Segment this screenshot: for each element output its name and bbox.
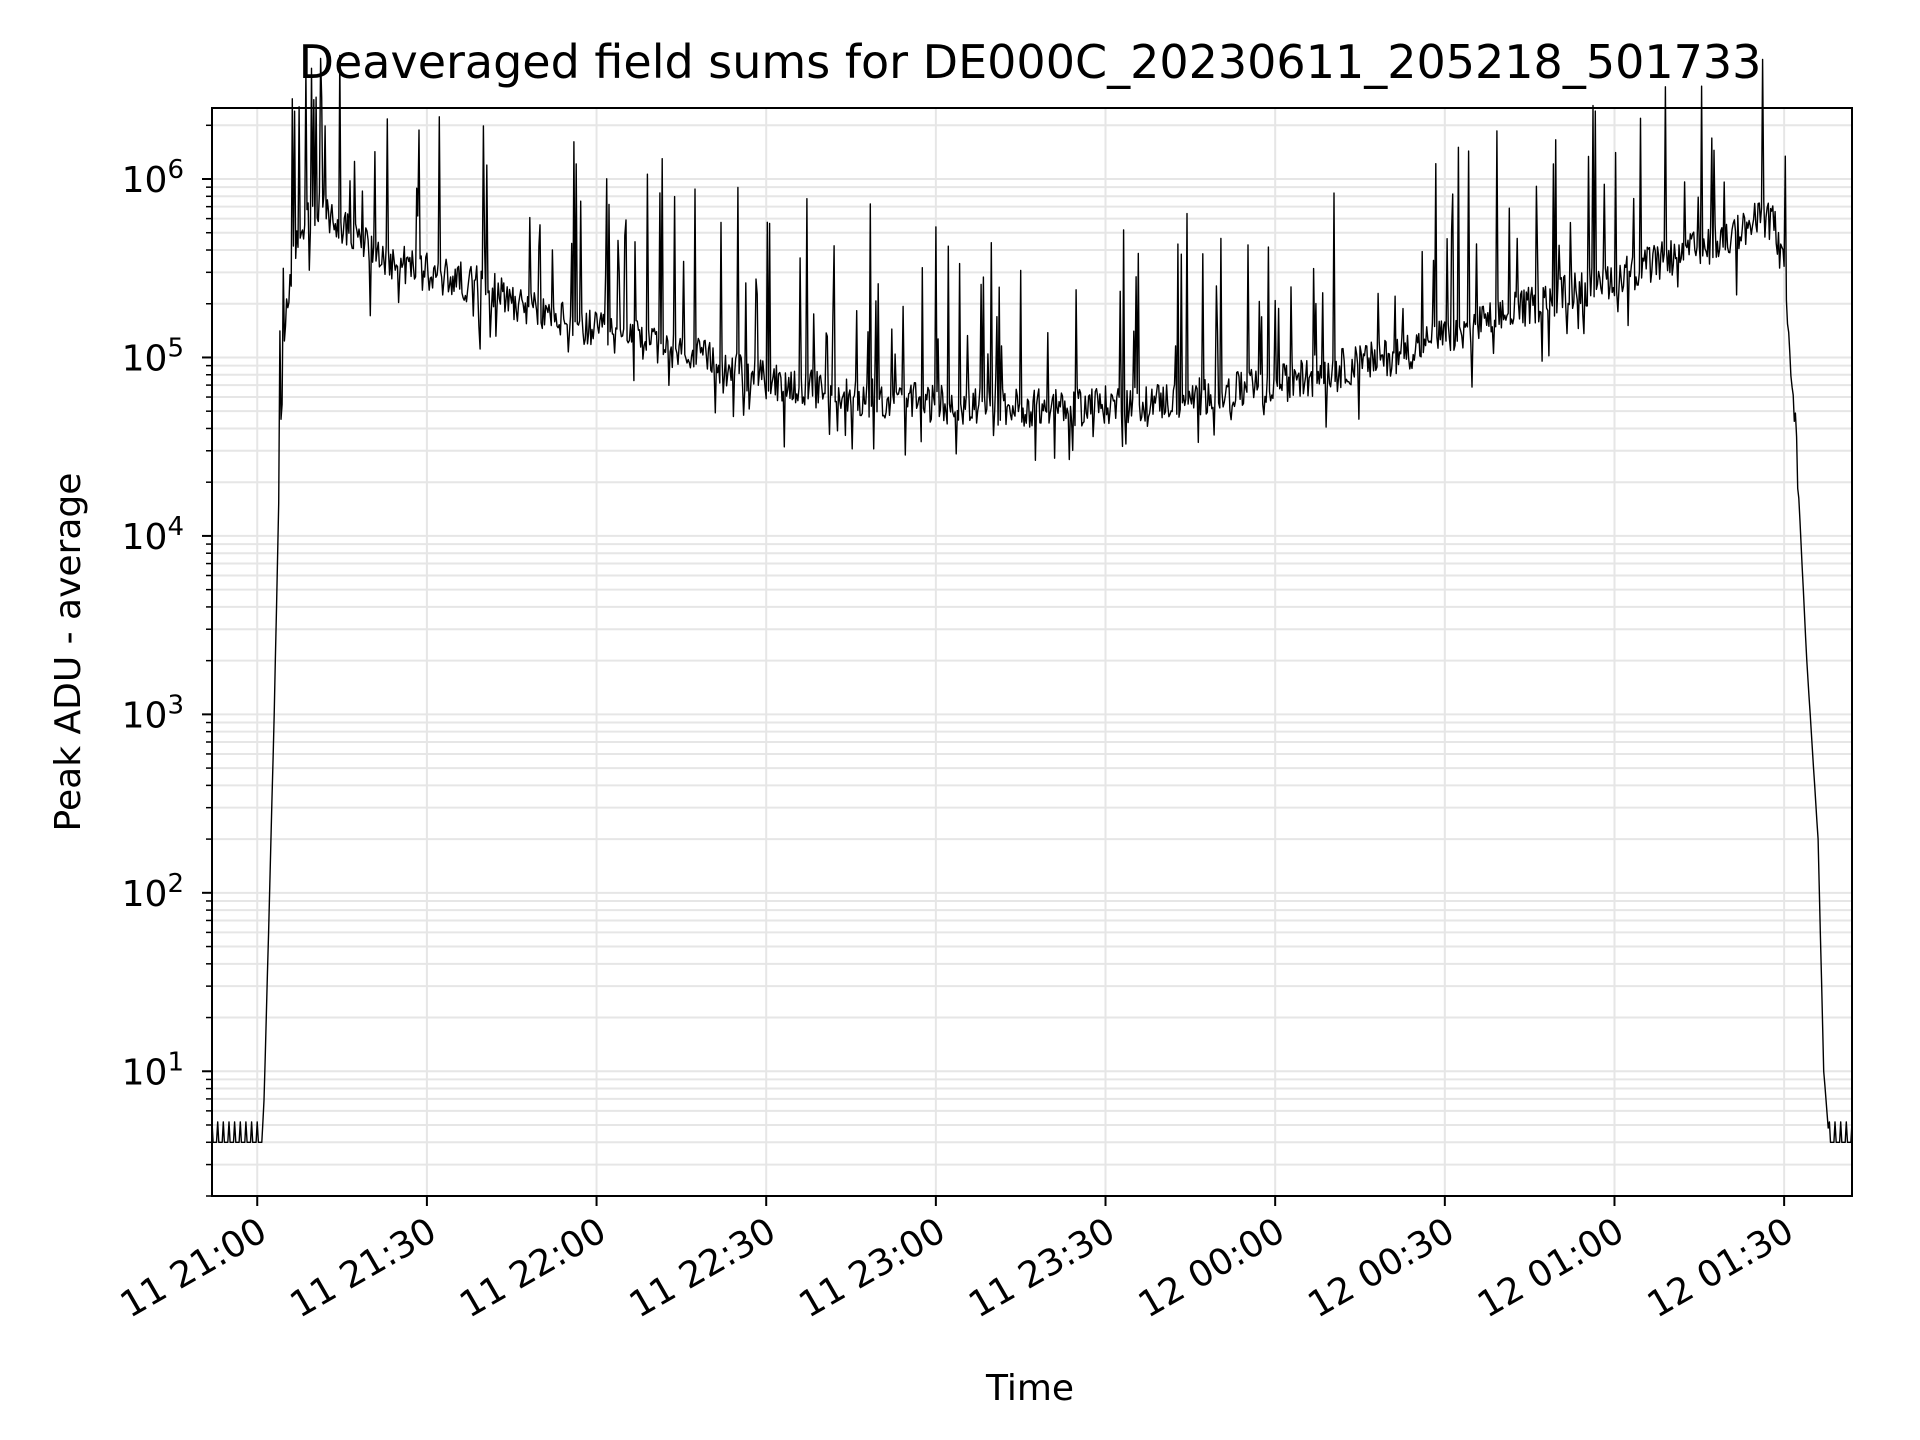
y-tick-label: 102 — [122, 869, 184, 915]
y-tick-label: 105 — [122, 333, 184, 379]
y-tick-label: 101 — [122, 1047, 184, 1093]
series-line-group — [211, 54, 1853, 1143]
x-axis-label: Time — [985, 1368, 1074, 1409]
y-axis: 101 102 103 104 105 106 — [122, 124, 212, 1197]
plot-frame — [211, 107, 1853, 1197]
series-line — [211, 54, 1853, 1143]
chart-title: Deaveraged field sums for DE000C_2023061… — [299, 35, 1762, 89]
y-tick-label: 106 — [122, 155, 184, 201]
y-axis-label: Peak ADU - average — [48, 473, 89, 832]
y-tick-label: 103 — [122, 690, 184, 736]
grid — [212, 108, 1852, 1197]
y-tick-label: 104 — [122, 512, 184, 558]
